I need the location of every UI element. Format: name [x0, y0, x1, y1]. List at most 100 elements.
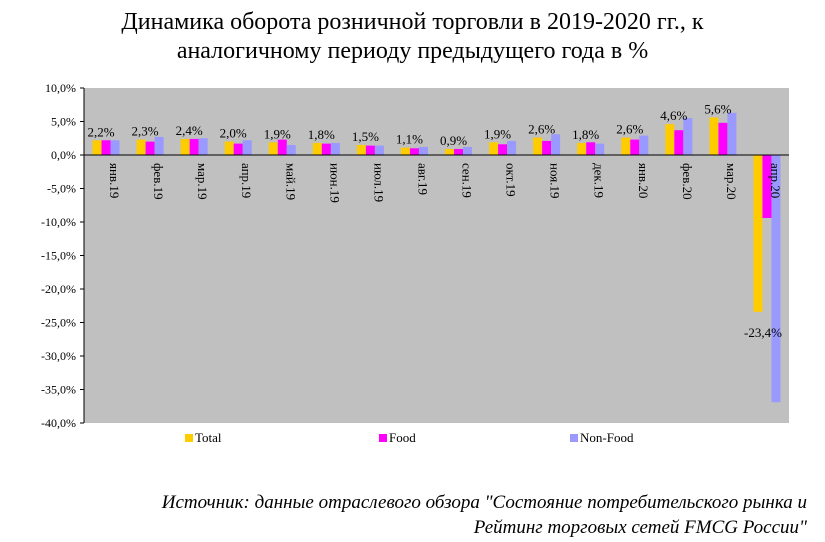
x-tick-label: янв.20 [636, 163, 651, 198]
source-note-line: Рейтинг торговых сетей FMCG России" [473, 517, 807, 538]
bar-food [454, 148, 464, 155]
bar-total [753, 155, 763, 312]
legend-swatch [185, 434, 193, 442]
bar-total [445, 148, 455, 155]
bar-non-food [551, 134, 561, 155]
bar-non-food [154, 136, 164, 155]
x-tick-label: мар.19 [195, 163, 210, 200]
bar-food [409, 148, 419, 155]
bar-non-food [110, 140, 120, 155]
x-tick-label: фев.19 [151, 163, 166, 200]
legend-swatch [570, 434, 578, 442]
data-label: 1,5% [352, 129, 379, 144]
bar-total [533, 137, 543, 155]
y-tick-label: -15,0% [41, 249, 76, 263]
bar-food [189, 138, 199, 155]
x-tick-label: окт.19 [504, 163, 519, 197]
bar-food [145, 141, 155, 155]
y-tick-label: -30,0% [41, 349, 76, 363]
bar-non-food [507, 140, 517, 155]
bar-non-food [727, 112, 737, 155]
bar-total [180, 138, 190, 155]
source-note: Источник: данные отраслевого обзора "Сос… [162, 490, 807, 540]
bar-non-food [242, 140, 252, 155]
x-tick-label: июл.19 [371, 163, 386, 202]
data-label: 2,4% [176, 123, 203, 138]
bar-total [312, 142, 322, 155]
bar-food [542, 140, 552, 155]
x-tick-label: июн.19 [327, 163, 342, 203]
data-label: -23,4% [744, 325, 782, 340]
bar-non-food [330, 142, 340, 155]
data-label: 1,8% [308, 127, 335, 142]
y-tick-label: -5,0% [47, 182, 76, 196]
data-label: 2,3% [132, 124, 159, 139]
x-tick-label: дек.19 [592, 163, 607, 198]
bar-non-food [418, 146, 428, 155]
data-label: 1,9% [264, 126, 291, 141]
bar-chart: 10,0% 5,0% 0,0% -5,0% -10,0% -15,0% -20,0% -25,… [41, 81, 789, 445]
x-tick-label: апр.19 [239, 163, 254, 198]
x-tick-label: фев.20 [680, 163, 695, 200]
y-tick-label: 0,0% [51, 148, 76, 162]
bar-food [586, 142, 596, 155]
bar-total [356, 144, 366, 155]
bar-non-food [198, 138, 208, 155]
legend-label: Non-Food [580, 430, 634, 445]
chart-title-line: Динамика оборота розничной торговли в 20… [121, 9, 704, 35]
bar-non-food [683, 118, 693, 155]
bar-total [489, 142, 499, 155]
bar-food [630, 139, 640, 155]
legend-label: Total [195, 430, 222, 445]
bar-food [365, 145, 375, 155]
data-label: 2,0% [220, 126, 247, 141]
x-tick-label: ноя.19 [548, 163, 563, 198]
legend-label: Food [389, 430, 416, 445]
data-label: 1,8% [572, 127, 599, 142]
bar-food [233, 143, 243, 155]
data-label: 0,9% [440, 133, 467, 148]
data-label: 2,2% [87, 124, 114, 139]
source-note-line: Источник: данные отраслевого обзора "Сос… [161, 492, 807, 513]
y-tick-label: -25,0% [41, 316, 76, 330]
x-tick-label: мар.20 [724, 163, 739, 200]
bar-total [92, 140, 102, 155]
legend-swatch [379, 434, 387, 442]
bar-total [577, 142, 587, 155]
bar-total [400, 147, 410, 155]
bar-non-food [463, 146, 473, 155]
chart-title-line: аналогичному периоду предыдущего года в … [176, 38, 649, 64]
x-tick-label: авг.19 [415, 163, 430, 195]
bar-food [718, 122, 728, 155]
bar-total [709, 117, 719, 155]
x-tick-label: апр.20 [768, 163, 783, 198]
bar-total [136, 139, 146, 155]
data-label: 4,6% [660, 108, 687, 123]
y-tick-label: -35,0% [41, 383, 76, 397]
data-label: 1,1% [396, 132, 423, 147]
bar-non-food [286, 144, 296, 155]
data-label: 2,6% [528, 122, 555, 137]
bar-non-food [639, 135, 649, 155]
y-tick-label: -40,0% [41, 416, 76, 430]
y-tick-label: -10,0% [41, 215, 76, 229]
bar-total [621, 137, 631, 155]
bar-food [762, 155, 772, 218]
bar-food [101, 140, 111, 155]
x-tick-label: янв.19 [107, 163, 122, 198]
y-tick-label: -20,0% [41, 282, 76, 296]
bar-total [268, 142, 278, 155]
bar-non-food [771, 155, 781, 403]
bar-food [321, 143, 331, 155]
x-tick-label: май.19 [283, 163, 298, 200]
y-tick-label: 10,0% [45, 81, 76, 95]
data-label: 2,6% [616, 122, 643, 137]
bar-total [665, 124, 675, 155]
x-tick-label: сен.19 [460, 163, 475, 198]
data-label: 5,6% [704, 101, 731, 116]
bar-food [498, 144, 508, 155]
bar-non-food [595, 143, 605, 155]
y-tick-label: 5,0% [51, 115, 76, 129]
chart-title: Динамика оборота розничной торговли в 20… [0, 8, 825, 66]
bar-total [224, 141, 234, 155]
